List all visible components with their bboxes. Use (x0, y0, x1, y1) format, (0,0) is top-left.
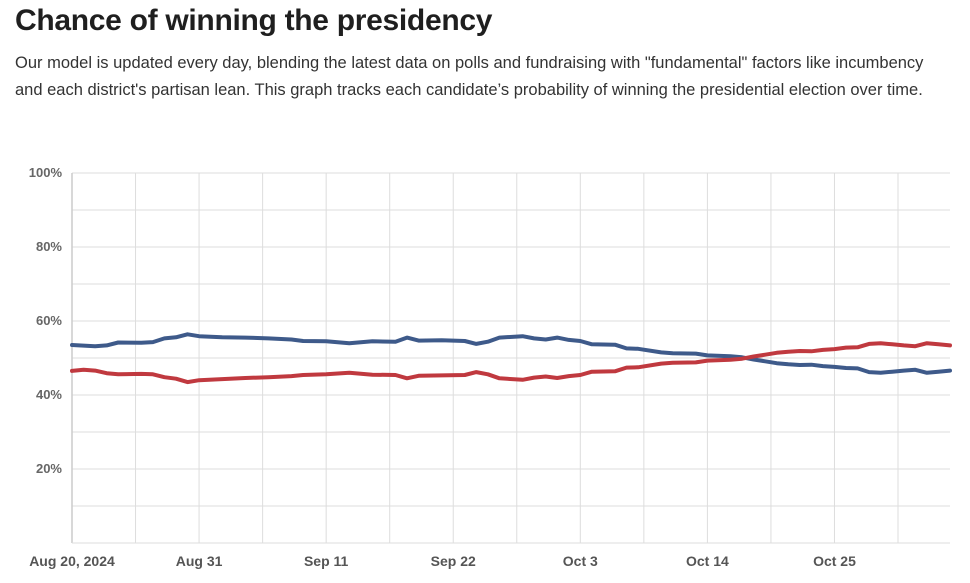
x-tick-label: Sep 11 (304, 553, 349, 569)
chart-title: Chance of winning the presidency (15, 4, 493, 37)
x-tick-label: Oct 14 (686, 553, 729, 569)
series-line-blue (70, 332, 952, 375)
x-tick-label: Oct 25 (813, 553, 856, 569)
series-line-red (70, 341, 952, 385)
y-tick-label: 100% (29, 165, 63, 180)
y-tick-label: 20% (36, 461, 62, 476)
y-tick-label: 60% (36, 313, 62, 328)
x-tick-label: Sep 22 (431, 553, 476, 569)
y-tick-label: 80% (36, 239, 62, 254)
x-tick-label: Oct 3 (563, 553, 598, 569)
chart-description: Our model is updated every day, blending… (15, 54, 924, 99)
y-tick-label: 40% (36, 387, 62, 402)
x-tick-label: Aug 31 (176, 553, 223, 569)
line-chart: 100% 80% 60% 40% 20% Aug 20, 2024 Aug 31 Sep 11… (29, 165, 952, 569)
x-tick-label: Aug 20, 2024 (29, 553, 115, 569)
